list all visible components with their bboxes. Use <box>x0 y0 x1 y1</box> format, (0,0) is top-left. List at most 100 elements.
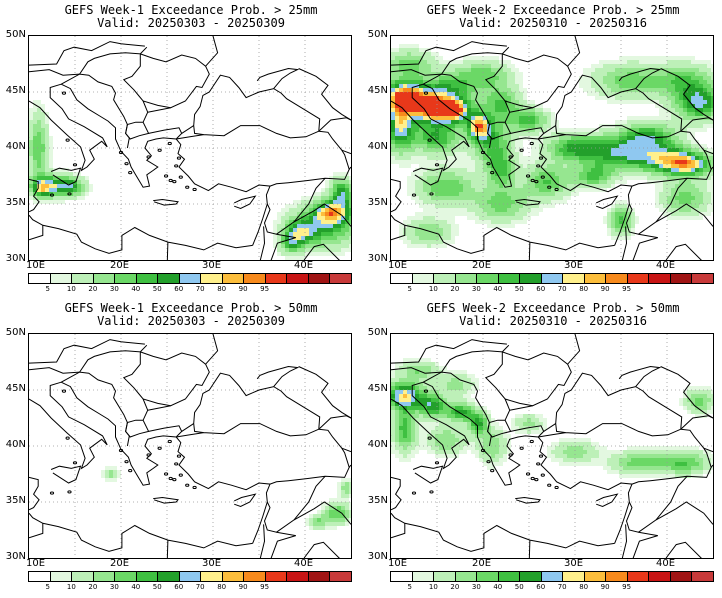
colorbar-swatch <box>308 274 331 283</box>
colorbar-swatch <box>692 572 713 581</box>
latitude-label: 50N <box>5 29 26 40</box>
longitude-label: 40E <box>294 260 314 271</box>
colorbar-swatch <box>434 274 456 283</box>
colorbar-swatch <box>520 572 542 581</box>
colorbar-tick-label: 60 <box>174 583 184 591</box>
map-canvas <box>391 36 713 260</box>
colorbar-swatch <box>606 274 628 283</box>
colorbar-swatch <box>627 274 650 283</box>
colorbar <box>390 571 714 582</box>
colorbar-swatch <box>606 572 628 581</box>
latitude-label: 30N <box>5 551 26 562</box>
longitude-label: 20E <box>472 260 492 271</box>
panel-title: GEFS Week-2 Exceedance Prob. > 25mm <box>426 3 680 17</box>
longitude-label: 40E <box>656 260 676 271</box>
map-area-week2-25mm <box>390 35 714 261</box>
longitude-label: 30E <box>202 260 222 271</box>
colorbar-tick-label: 50 <box>514 285 524 293</box>
colorbar-swatch <box>584 274 607 283</box>
colorbar-swatch <box>115 274 137 283</box>
map-area-week1-50mm <box>28 333 352 559</box>
colorbar-tick-label: 80 <box>579 285 589 293</box>
colorbar-swatch <box>201 274 223 283</box>
graticule <box>391 36 713 260</box>
latitude-label: 45N <box>5 85 26 96</box>
panel-valid-dates: Valid: 20250310 - 20250316 <box>459 314 647 328</box>
longitude-label: 20E <box>110 558 130 569</box>
colorbar-tick-label: 95 <box>622 583 632 591</box>
colorbar-swatch <box>50 274 73 283</box>
colorbar-swatch <box>179 274 202 283</box>
colorbar-tick-label: 30 <box>109 583 119 591</box>
latitude-label: 45N <box>367 85 388 96</box>
colorbar-swatch <box>265 572 288 581</box>
colorbar-swatch <box>330 572 351 581</box>
colorbar-swatch <box>391 572 413 581</box>
longitude-label: 40E <box>294 558 314 569</box>
colorbar-swatch <box>330 274 351 283</box>
latitude-label: 45N <box>5 383 26 394</box>
colorbar-swatch <box>434 572 456 581</box>
longitude-label: 10E <box>388 558 408 569</box>
colorbar-swatch <box>455 274 478 283</box>
colorbar-tick-label: 40 <box>493 285 503 293</box>
map-canvas <box>391 334 713 558</box>
colorbar-swatch <box>670 274 693 283</box>
colorbar-tick-label: 50 <box>514 583 524 591</box>
latitude-label: 30N <box>367 253 388 264</box>
latitude-label: 50N <box>367 327 388 338</box>
colorbar-swatch <box>265 274 288 283</box>
colorbar-tick-label: 5 <box>407 583 412 591</box>
colorbar-swatch <box>244 274 266 283</box>
colorbar-tick-label: 5 <box>45 285 50 293</box>
colorbar-swatch <box>222 572 245 581</box>
colorbar-tick-label: 50 <box>152 583 162 591</box>
colorbar-tick-label: 70 <box>195 583 205 591</box>
colorbar-swatch <box>541 572 564 581</box>
colorbar-tick-label: 70 <box>557 583 567 591</box>
colorbar-swatch <box>563 572 585 581</box>
colorbar-swatch <box>72 274 94 283</box>
colorbar-tick-label: 90 <box>238 285 248 293</box>
latitude-label: 35N <box>5 197 26 208</box>
colorbar-swatch <box>541 274 564 283</box>
panel-valid-dates: Valid: 20250310 - 20250316 <box>459 16 647 30</box>
colorbar-swatch <box>649 572 671 581</box>
colorbar-swatch <box>649 274 671 283</box>
colorbar-tick-label: 80 <box>217 583 227 591</box>
map-canvas <box>29 334 351 558</box>
colorbar-tick-label: 70 <box>557 285 567 293</box>
colorbar-tick-label: 60 <box>174 285 184 293</box>
latitude-label: 30N <box>367 551 388 562</box>
longitude-label: 20E <box>472 558 492 569</box>
colorbar-swatch <box>93 274 116 283</box>
colorbar-swatch <box>115 572 137 581</box>
graticule <box>29 334 351 558</box>
coastlines-borders <box>29 334 351 558</box>
colorbar-swatch <box>412 274 435 283</box>
colorbar-swatch <box>391 274 413 283</box>
colorbar-swatch <box>179 572 202 581</box>
colorbar-swatch <box>72 572 94 581</box>
colorbar-tick-label: 80 <box>579 583 589 591</box>
colorbar-tick-label: 95 <box>260 583 270 591</box>
latitude-label: 50N <box>367 29 388 40</box>
colorbar-swatch <box>158 274 180 283</box>
panel-title: GEFS Week-2 Exceedance Prob. > 50mm <box>426 301 680 315</box>
colorbar-swatch <box>93 572 116 581</box>
colorbar-tick-label: 20 <box>88 583 98 591</box>
colorbar-tick-label: 30 <box>109 285 119 293</box>
latitude-label: 35N <box>5 495 26 506</box>
colorbar-tick-label: 40 <box>493 583 503 591</box>
longitude-label: 10E <box>26 260 46 271</box>
graticule <box>391 334 713 558</box>
longitude-label: 10E <box>26 558 46 569</box>
colorbar-swatch <box>627 572 650 581</box>
colorbar-swatch <box>201 572 223 581</box>
colorbar-swatch <box>412 572 435 581</box>
colorbar-tick-label: 60 <box>536 285 546 293</box>
colorbar-swatch <box>498 572 521 581</box>
colorbar-tick-label: 90 <box>600 583 610 591</box>
probability-shading <box>101 466 351 530</box>
colorbar-tick-label: 95 <box>260 285 270 293</box>
